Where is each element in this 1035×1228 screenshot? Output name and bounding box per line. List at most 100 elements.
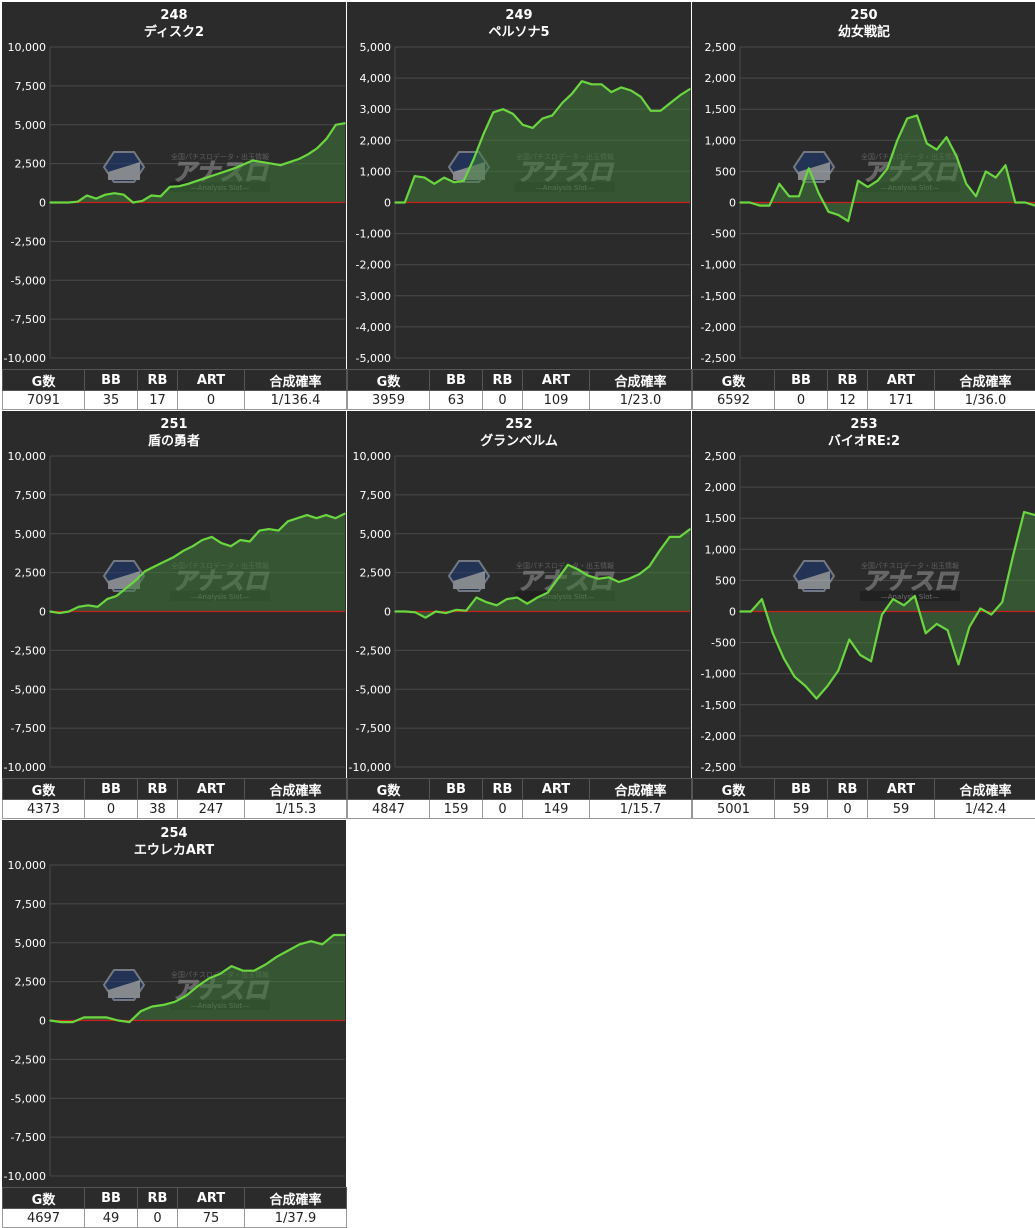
data-point xyxy=(325,514,327,516)
stats-header-cell: G数 xyxy=(348,779,430,800)
data-point xyxy=(798,196,800,198)
data-point xyxy=(114,192,116,194)
series-area xyxy=(395,81,690,202)
y-tick-label: 2,500 xyxy=(705,41,737,54)
stats-header-cell: ART xyxy=(523,779,590,800)
stats-header-cell: BB xyxy=(85,1188,138,1209)
data-point xyxy=(141,200,143,202)
stats-value-cell: 1/37.9 xyxy=(245,1209,347,1228)
data-point xyxy=(77,201,79,203)
data-point xyxy=(151,195,153,197)
data-point xyxy=(946,136,948,138)
data-point xyxy=(243,164,245,166)
stats-value-cell: 0 xyxy=(775,391,828,410)
data-point xyxy=(125,587,127,589)
y-tick-label: 0 xyxy=(39,197,46,210)
data-point xyxy=(58,202,60,204)
y-tick-label: 5,000 xyxy=(360,41,392,54)
machine-number: 253 xyxy=(850,417,877,432)
y-tick-label: -7,500 xyxy=(11,313,46,326)
data-point xyxy=(253,970,255,972)
data-point xyxy=(887,168,889,170)
data-point xyxy=(547,592,549,594)
data-point xyxy=(276,956,278,958)
data-point xyxy=(455,609,457,611)
stats-value-cell: 1/42.4 xyxy=(935,800,1035,819)
y-tick-label: 2,500 xyxy=(15,976,47,989)
stats-value-cell: 17 xyxy=(138,391,178,410)
stats-value-cell: 0 xyxy=(828,800,868,819)
y-tick-label: -5,000 xyxy=(11,274,46,287)
data-point xyxy=(788,196,790,198)
data-point xyxy=(144,570,146,572)
y-tick-label: 7,500 xyxy=(360,489,392,502)
stats-value-cell: 1/15.7 xyxy=(590,800,692,819)
data-point xyxy=(197,986,199,988)
line-chart: 254エウレカART10,0007,5005,0002,5000-2,500-5… xyxy=(2,820,346,1187)
data-point xyxy=(493,112,495,114)
data-point xyxy=(506,598,508,600)
data-point xyxy=(163,561,165,563)
y-tick-label: 7,500 xyxy=(15,898,47,911)
data-point xyxy=(453,182,455,184)
stats-value-cell: 1/136.4 xyxy=(245,391,347,410)
stats-value-cell: 0 xyxy=(178,391,245,410)
stats-value-cell: 149 xyxy=(523,800,590,819)
stats-value-cell: 1/36.0 xyxy=(935,391,1035,410)
data-point xyxy=(192,545,194,547)
data-point xyxy=(640,96,642,98)
data-point xyxy=(206,177,208,179)
data-point xyxy=(739,611,741,613)
line-chart: 252グランベルム10,0007,5005,0002,5000-2,500-5,… xyxy=(347,411,691,778)
line-chart: 251盾の勇者10,0007,5005,0002,5000-2,500-5,00… xyxy=(2,411,346,778)
y-tick-label: -3,000 xyxy=(356,290,391,303)
data-point xyxy=(445,612,447,614)
data-point xyxy=(956,155,958,157)
data-point xyxy=(443,177,445,179)
machine-number: 248 xyxy=(160,8,187,23)
y-tick-label: 10,000 xyxy=(8,859,47,872)
data-point xyxy=(335,124,337,126)
data-point xyxy=(299,944,301,946)
data-point xyxy=(669,536,671,538)
data-point xyxy=(106,1017,108,1019)
data-point xyxy=(947,629,949,631)
stats-header-cell: G数 xyxy=(348,370,430,391)
data-point xyxy=(95,1017,97,1019)
data-point xyxy=(557,578,559,580)
stats-header-cell: G数 xyxy=(693,779,775,800)
y-tick-label: 500 xyxy=(715,165,736,178)
data-point xyxy=(163,1004,165,1006)
stats-value-cell: 5001 xyxy=(693,800,775,819)
stats-header-cell: BB xyxy=(85,779,138,800)
data-point xyxy=(307,154,309,156)
data-point xyxy=(689,88,691,90)
data-point xyxy=(526,603,528,605)
y-tick-label: 5,000 xyxy=(360,528,392,541)
data-point xyxy=(169,186,171,188)
y-tick-label: -1,500 xyxy=(701,699,736,712)
y-tick-label: 1,500 xyxy=(705,103,737,116)
y-tick-label: -500 xyxy=(711,637,736,650)
data-point xyxy=(567,564,569,566)
y-tick-label: 10,000 xyxy=(353,450,392,463)
data-point xyxy=(476,597,478,599)
data-point xyxy=(404,611,406,613)
data-point xyxy=(838,214,840,216)
data-point xyxy=(435,611,437,613)
data-point xyxy=(268,528,270,530)
y-tick-label: -1,500 xyxy=(701,290,736,303)
data-point xyxy=(628,578,630,580)
stats-header-cell: 合成確率 xyxy=(590,779,692,800)
machine-name: ペルソナ5 xyxy=(488,25,549,40)
y-tick-label: -2,500 xyxy=(11,1053,46,1066)
data-point xyxy=(288,950,290,952)
y-tick-label: 10,000 xyxy=(8,41,47,54)
